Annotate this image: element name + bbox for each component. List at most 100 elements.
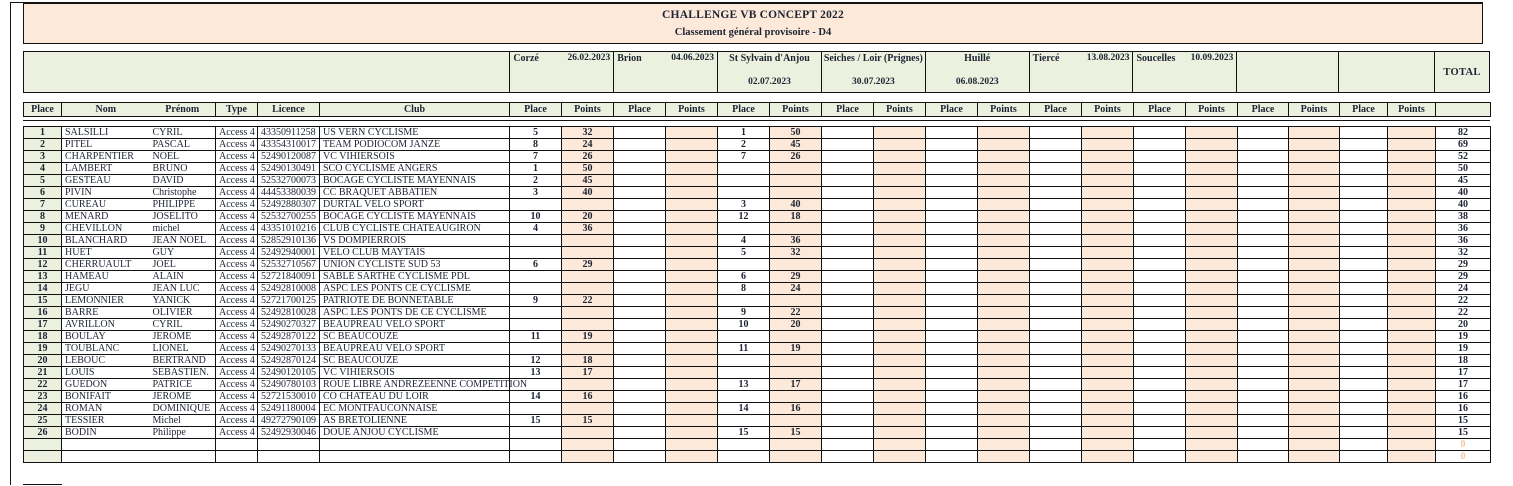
event-place-cell xyxy=(821,438,874,451)
rank-cell: 10 xyxy=(23,234,62,247)
event-points-cell xyxy=(1185,174,1238,187)
event-place-cell xyxy=(925,270,978,283)
event-place-cell xyxy=(1133,378,1186,391)
event-place-cell: 5 xyxy=(509,126,562,139)
event-points-cell xyxy=(977,162,1030,175)
licence-type-cell: Access 4 xyxy=(215,186,258,199)
event-place-cell xyxy=(1133,162,1186,175)
event-place-cell: 12 xyxy=(509,354,562,367)
lastname-cell: BODIN xyxy=(61,426,150,439)
event-points-cell xyxy=(977,126,1030,139)
event-points-cell xyxy=(1185,198,1238,211)
event-place-cell xyxy=(1029,330,1082,343)
event-place-cell xyxy=(1339,414,1388,427)
total-cell: 38 xyxy=(1435,210,1491,223)
col-header-prenom: Prénom xyxy=(149,102,216,117)
event-points-cell xyxy=(1185,438,1238,451)
event-place-cell xyxy=(925,438,978,451)
col-header-event-place: Place xyxy=(1237,102,1289,117)
event-points-cell xyxy=(665,138,718,151)
event-place-cell xyxy=(1133,210,1186,223)
event-date: 02.07.2023 xyxy=(748,77,791,87)
club-cell: SCO CYCLISME ANGERS xyxy=(319,162,510,175)
event-place-cell xyxy=(821,162,874,175)
event-points-cell xyxy=(1185,246,1238,259)
event-place-cell xyxy=(1133,402,1186,415)
firstname-cell: YANICK xyxy=(149,294,216,307)
lastname-cell: MENARD xyxy=(61,210,150,223)
event-place-cell xyxy=(1237,318,1289,331)
event-place-cell xyxy=(821,450,874,463)
total-cell: 82 xyxy=(1435,126,1491,139)
title-band: CHALLENGE VB CONCEPT 2022 Classement gén… xyxy=(23,3,1483,44)
event-place-cell xyxy=(1029,390,1082,403)
event-place-cell xyxy=(1339,450,1388,463)
event-points-cell xyxy=(1185,282,1238,295)
rank-cell: 25 xyxy=(23,414,62,427)
event-points-cell: 29 xyxy=(769,270,822,283)
event-points-cell xyxy=(873,318,926,331)
total-cell: 50 xyxy=(1435,162,1491,175)
rank-cell: 12 xyxy=(23,258,62,271)
lastname-cell: JEGU xyxy=(61,282,150,295)
total-cell: 22 xyxy=(1435,306,1491,319)
event-place-cell xyxy=(1029,294,1082,307)
event-header-seiches-loir-prignes-: Seiches / Loir (Prignes) 30.07.2023 xyxy=(820,52,925,92)
event-points-cell xyxy=(1288,150,1340,163)
firstname-cell: JEAN LUC xyxy=(149,282,216,295)
event-place-cell xyxy=(1029,126,1082,139)
event-points-cell xyxy=(1387,198,1436,211)
event-points-cell xyxy=(769,162,822,175)
rider-row: 8 MENARD JOSELITO Access 4 52532700255 BOCAGE… xyxy=(23,210,1491,223)
event-points-cell xyxy=(1288,414,1340,427)
event-place-cell xyxy=(1133,258,1186,271)
event-place-cell xyxy=(613,126,666,139)
event-points-cell xyxy=(977,402,1030,415)
col-header-type: Type xyxy=(215,102,258,117)
event-points-cell xyxy=(1081,150,1134,163)
club-cell: PATRIOTE DE BONNETABLE xyxy=(319,294,510,307)
event-points-cell xyxy=(1185,306,1238,319)
licence-type-cell: Access 4 xyxy=(215,390,258,403)
total-cell: 40 xyxy=(1435,198,1491,211)
event-points-cell xyxy=(1387,150,1436,163)
event-points-cell xyxy=(665,342,718,355)
licence-type-cell: Access 4 xyxy=(215,318,258,331)
event-place-cell xyxy=(613,162,666,175)
event-place-cell xyxy=(717,258,770,271)
licence-type-cell: Access 4 xyxy=(215,126,258,139)
event-place-cell xyxy=(821,306,874,319)
licence-type-cell: Access 4 xyxy=(215,234,258,247)
event-place-cell: 15 xyxy=(717,426,770,439)
rider-row: 2 PITEL PASCAL Access 4 43354310017 TEAM PODI… xyxy=(23,138,1491,151)
event-place-cell xyxy=(821,330,874,343)
event-place-cell xyxy=(613,294,666,307)
event-place-cell xyxy=(613,138,666,151)
event-place-cell xyxy=(613,378,666,391)
lastname-cell: BOULAY xyxy=(61,330,150,343)
events-band-spacer xyxy=(24,52,509,92)
event-points-cell xyxy=(873,294,926,307)
col-header-event-points: Points xyxy=(1081,102,1134,117)
event-points-cell xyxy=(1185,366,1238,379)
event-place-cell xyxy=(1029,246,1082,259)
event-place-cell xyxy=(1029,366,1082,379)
event-place-cell xyxy=(613,414,666,427)
event-points-cell xyxy=(1185,414,1238,427)
lastname-cell: GESTEAU xyxy=(61,174,150,187)
rank-cell: 23 xyxy=(23,390,62,403)
event-points-cell xyxy=(1387,222,1436,235)
col-header-event-place: Place xyxy=(613,102,666,117)
event-place-cell xyxy=(1339,210,1388,223)
event-points-cell xyxy=(873,174,926,187)
licence-number-cell: 49272790109 xyxy=(257,414,320,427)
event-points-cell xyxy=(873,258,926,271)
total-cell: 0 xyxy=(1435,450,1491,463)
event-place-cell: 1 xyxy=(717,126,770,139)
event-place-cell xyxy=(821,150,874,163)
licence-type-cell: Access 4 xyxy=(215,270,258,283)
event-points-cell xyxy=(561,426,614,439)
event-points-cell xyxy=(1387,246,1436,259)
total-cell: 29 xyxy=(1435,258,1491,271)
event-points-cell xyxy=(873,162,926,175)
